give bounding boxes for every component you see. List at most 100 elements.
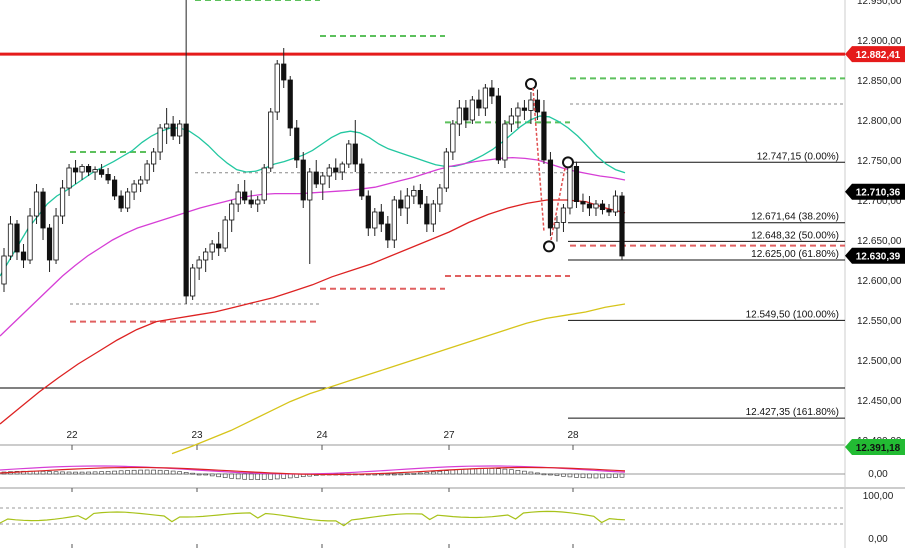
candle bbox=[72, 160, 79, 184]
fib-label-3: 12.625,00 (61.80%) bbox=[751, 249, 839, 260]
macd-bar bbox=[600, 473, 605, 479]
candle bbox=[66, 164, 72, 196]
candle bbox=[482, 84, 488, 116]
candle bbox=[333, 158, 339, 180]
macd-bar bbox=[177, 471, 182, 475]
y-tick-label-9: 12.850,00 bbox=[857, 76, 902, 87]
candle-body bbox=[326, 167, 332, 177]
macd-bar bbox=[580, 473, 586, 479]
candle bbox=[40, 188, 46, 240]
candle-body bbox=[378, 211, 384, 225]
macd-line bbox=[0, 466, 626, 476]
candle bbox=[599, 200, 606, 215]
price-tag-0 bbox=[845, 46, 905, 63]
price-tag-3 bbox=[845, 439, 905, 456]
candle bbox=[541, 100, 547, 164]
macd-bar bbox=[196, 473, 202, 476]
candle-body bbox=[261, 167, 267, 201]
candle bbox=[567, 161, 573, 215]
indicator-line-0 bbox=[0, 115, 626, 277]
candle-body bbox=[554, 221, 560, 229]
candle-body bbox=[515, 107, 521, 117]
candle-body bbox=[216, 243, 222, 249]
candle-body bbox=[521, 107, 528, 111]
candle bbox=[242, 180, 248, 204]
macd-bar bbox=[170, 470, 176, 475]
candle-body bbox=[372, 211, 378, 229]
candle-body bbox=[125, 191, 131, 209]
candle bbox=[131, 180, 137, 200]
candle bbox=[489, 80, 495, 104]
candle-body bbox=[547, 159, 554, 229]
candle bbox=[151, 148, 157, 172]
macd-bar bbox=[261, 473, 267, 480]
candle-body bbox=[333, 167, 339, 173]
candle bbox=[190, 264, 196, 300]
candle bbox=[411, 185, 417, 204]
candle-body bbox=[606, 209, 612, 213]
candle-body bbox=[580, 201, 586, 205]
macd-bar bbox=[79, 471, 85, 475]
candle bbox=[521, 100, 528, 120]
candle bbox=[456, 100, 462, 136]
candle bbox=[235, 184, 241, 212]
candle bbox=[209, 240, 215, 260]
macd-bar bbox=[40, 471, 46, 475]
candle-body bbox=[560, 207, 567, 223]
candle-body bbox=[157, 127, 163, 153]
macd-bar bbox=[554, 473, 560, 476]
macd-bar bbox=[125, 470, 130, 475]
candle-body bbox=[7, 223, 14, 257]
candle bbox=[111, 176, 118, 200]
candle bbox=[580, 193, 586, 212]
candle bbox=[606, 204, 612, 216]
candle-body bbox=[476, 99, 482, 109]
candle-body bbox=[144, 163, 150, 181]
macd-bar bbox=[144, 469, 150, 475]
price-tag-label-0: 12.882,41 bbox=[856, 50, 901, 61]
macd-bar bbox=[444, 470, 449, 475]
candle-body bbox=[14, 223, 20, 253]
candle bbox=[216, 232, 222, 256]
candle bbox=[196, 256, 202, 280]
candle-body bbox=[411, 189, 417, 197]
macd-bar bbox=[606, 473, 612, 479]
macd-bar bbox=[47, 471, 52, 475]
candle-body bbox=[183, 123, 189, 297]
macd-bar bbox=[483, 468, 488, 475]
macd-bar bbox=[112, 470, 117, 475]
macd-bar bbox=[92, 471, 98, 475]
moving-averages bbox=[0, 115, 626, 455]
candle-body bbox=[495, 95, 502, 161]
candle-body bbox=[268, 111, 274, 169]
candle bbox=[294, 120, 300, 168]
macd-bar bbox=[613, 473, 618, 478]
x-tick-label-1: 23 bbox=[191, 430, 203, 441]
candle bbox=[157, 124, 163, 160]
swing-marker-0 bbox=[525, 78, 537, 90]
candle-body bbox=[235, 191, 241, 205]
candle-body bbox=[359, 163, 365, 197]
macd-bar bbox=[489, 468, 495, 475]
candle bbox=[248, 190, 254, 208]
candle bbox=[53, 208, 59, 264]
candle bbox=[1, 248, 7, 292]
candle-body bbox=[489, 87, 495, 97]
candle-body bbox=[294, 127, 300, 161]
candle-body bbox=[593, 203, 599, 209]
candle-body bbox=[339, 163, 345, 173]
macd-bar bbox=[619, 473, 625, 478]
x-tick-label-3: 27 bbox=[443, 430, 455, 441]
macd-bar bbox=[561, 473, 566, 477]
candle-body bbox=[508, 115, 515, 125]
candle-body bbox=[111, 179, 118, 197]
macd-bar bbox=[515, 470, 521, 475]
candle-body bbox=[599, 203, 606, 210]
macd-bar bbox=[463, 468, 469, 475]
macd-bar bbox=[476, 468, 482, 475]
candle-body bbox=[92, 169, 98, 173]
swing-connector-0 bbox=[532, 87, 545, 233]
macd-bar bbox=[528, 471, 534, 475]
candle bbox=[515, 102, 521, 128]
